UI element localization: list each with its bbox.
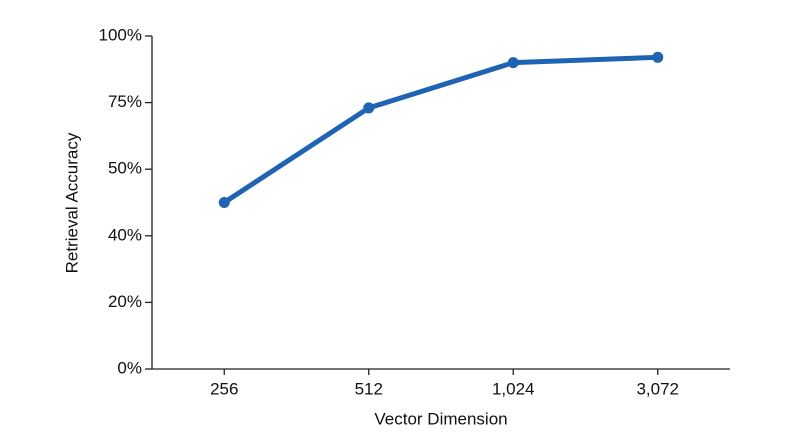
y-tick-label: 50% [108, 159, 142, 178]
x-tick-label: 3,072 [636, 379, 679, 398]
x-axis-title: Vector Dimension [374, 409, 507, 428]
marker [218, 197, 230, 208]
y-tick-label: 20% [108, 292, 142, 311]
y-tick-label: 40% [108, 225, 142, 244]
x-tick-label: 512 [355, 379, 383, 398]
y-tick-label: 0% [117, 358, 142, 377]
x-tick-label: 256 [210, 379, 238, 398]
y-axis-title: Retrieval Accuracy [62, 132, 81, 273]
line [221, 54, 661, 205]
y-tick-label: 100% [99, 25, 142, 44]
y-tick-label: 75% [108, 92, 142, 111]
marker [652, 51, 664, 63]
marker [507, 57, 519, 69]
marker [363, 102, 375, 114]
x-tick-label: 1,024 [492, 379, 535, 398]
